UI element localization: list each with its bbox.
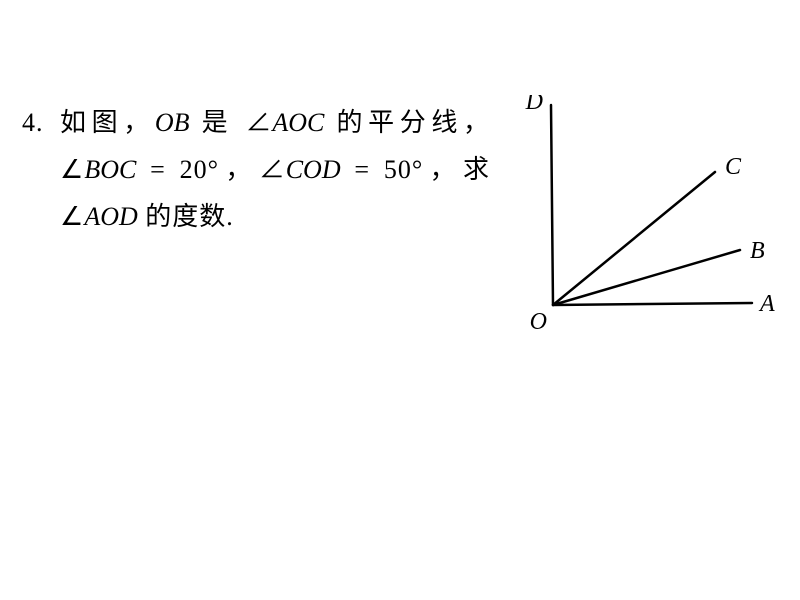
eq-1: =: [136, 155, 179, 184]
text-boc: BOC: [84, 155, 136, 184]
comma-1: ，: [219, 155, 259, 184]
ray-OB: [553, 250, 740, 305]
deg-1: °: [208, 155, 219, 184]
eq-2: =: [341, 155, 384, 184]
text-prefix: 如图，: [60, 108, 155, 137]
text-rest: 的度数.: [138, 202, 234, 231]
label-D: D: [525, 95, 543, 115]
label-O: O: [530, 309, 547, 335]
label-A: A: [758, 291, 775, 317]
ray-OA: [553, 303, 752, 305]
text-mid2: 的平分线，: [324, 108, 490, 137]
problem-line-3: ∠AOD 的度数.: [60, 194, 490, 241]
text-end: ，求: [423, 155, 490, 184]
angle-sym-2: ∠: [259, 155, 286, 184]
text-cod: COD: [286, 155, 341, 184]
problem-line-2: ∠BOC = 20°，∠COD = 50°，求: [60, 147, 490, 194]
problem-number: 4.: [22, 100, 44, 147]
text-aod: AOD: [84, 202, 137, 231]
label-C: C: [725, 154, 742, 180]
angle-diagram: D C B A O: [515, 95, 775, 335]
problem-line-1: 如图，OB 是 ∠AOC 的平分线，: [60, 100, 490, 147]
val-1: 20: [180, 155, 208, 184]
text-ob: OB: [155, 108, 190, 137]
text-mid1: 是 ∠: [190, 108, 273, 137]
ray-OC: [553, 172, 715, 305]
val-2: 50: [384, 155, 412, 184]
angle-sym-3: ∠: [60, 202, 84, 231]
problem-text: 4. 如图，OB 是 ∠AOC 的平分线， ∠BOC = 20°，∠COD = …: [60, 100, 490, 240]
angle-sym-1: ∠: [60, 155, 84, 184]
deg-2: °: [412, 155, 423, 184]
label-B: B: [750, 238, 765, 264]
text-aoc: AOC: [272, 108, 324, 137]
ray-OD: [551, 105, 553, 305]
